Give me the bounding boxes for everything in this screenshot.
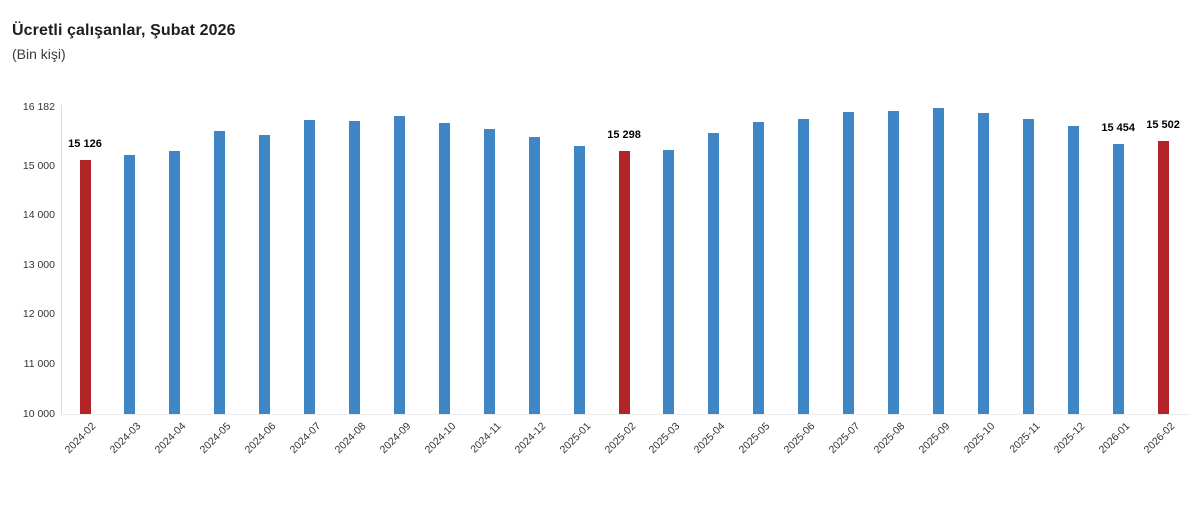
bar-2024-08[interactable] (349, 120, 361, 414)
bar-2025-08[interactable] (888, 111, 900, 414)
bar-2024-10[interactable] (438, 122, 450, 414)
bar-2026-02[interactable] (1157, 141, 1169, 414)
bar-2025-02[interactable] (618, 151, 630, 414)
x-axis-label: 2025-02 (602, 420, 638, 457)
bar-2025-10[interactable] (977, 113, 989, 414)
x-axis-label: 2025-06 (781, 420, 818, 457)
x-axis-label: 2025-07 (826, 420, 863, 457)
bar-2025-06[interactable] (798, 119, 810, 414)
x-axis-label: 2024-02 (63, 420, 99, 457)
bar-2024-02[interactable] (79, 159, 91, 414)
x-axis-label: 2024-08 (332, 420, 369, 457)
y-axis-label: 11 000 (23, 357, 55, 370)
bar-2024-04[interactable] (169, 151, 181, 414)
x-axis-label: 2025-04 (691, 420, 728, 457)
x-axis-label: 2025-05 (736, 420, 773, 457)
x-axis-label: 2024-11 (467, 420, 504, 456)
y-axis-label: 13 000 (22, 258, 55, 271)
x-axis-label: 2025-08 (871, 420, 908, 457)
bar-2024-12[interactable] (528, 136, 540, 414)
x-axis-label: 2026-02 (1141, 420, 1177, 457)
x-axis-label: 2024-10 (422, 420, 459, 457)
chart-title: Ücretli çalışanlar, Şubat 2026 (12, 22, 236, 39)
bar-value-label: 15 126 (68, 137, 102, 150)
bar-2025-09[interactable] (932, 107, 944, 414)
x-axis-label: 2024-05 (197, 420, 234, 457)
bar-2026-01[interactable] (1112, 143, 1124, 414)
x-axis-label: 2026-01 (1096, 420, 1132, 457)
bar-value-label: 15 298 (607, 129, 641, 142)
bar-2025-04[interactable] (708, 132, 720, 414)
x-axis-label: 2025-11 (1006, 420, 1043, 456)
y-axis-label: 12 000 (22, 308, 55, 321)
y-axis-label: 14 000 (22, 209, 55, 222)
bar-2024-05[interactable] (214, 130, 226, 414)
bar-2025-03[interactable] (663, 149, 675, 414)
bar-2024-03[interactable] (124, 155, 136, 414)
bar-2024-11[interactable] (483, 128, 495, 414)
y-axis-label: 16 182 (22, 101, 55, 113)
x-axis-label: 2024-03 (107, 420, 144, 457)
y-axis-label: 15 000 (22, 159, 55, 172)
bar-2024-06[interactable] (259, 134, 271, 414)
bar-value-label: 15 454 (1101, 121, 1135, 134)
bar-2025-12[interactable] (1067, 125, 1079, 414)
bar-2024-09[interactable] (393, 116, 405, 414)
bar-2025-07[interactable] (843, 112, 855, 414)
x-axis-label: 2025-09 (916, 420, 953, 457)
x-axis-label: 2025-03 (647, 420, 683, 457)
x-axis-label: 2024-07 (287, 420, 324, 457)
bar-2025-11[interactable] (1022, 119, 1034, 414)
bar-2025-05[interactable] (753, 121, 765, 414)
x-axis-label: 2024-06 (242, 420, 279, 457)
x-axis-label: 2024-12 (512, 420, 548, 457)
x-axis-label: 2025-10 (961, 420, 998, 457)
x-axis-label: 2024-09 (377, 420, 414, 457)
x-axis-label: 2024-04 (152, 420, 189, 457)
y-axis-line (61, 105, 62, 415)
x-axis-label: 2025-01 (557, 420, 593, 457)
x-axis-baseline (61, 414, 1190, 415)
bar-value-label: 15 502 (1146, 119, 1180, 132)
x-axis-label: 2025-12 (1051, 420, 1088, 457)
bar-2024-07[interactable] (304, 119, 316, 414)
bar-2025-01[interactable] (573, 146, 585, 414)
y-axis-label: 10 000 (22, 407, 55, 420)
chart-subtitle: (Bin kişi) (12, 46, 66, 62)
